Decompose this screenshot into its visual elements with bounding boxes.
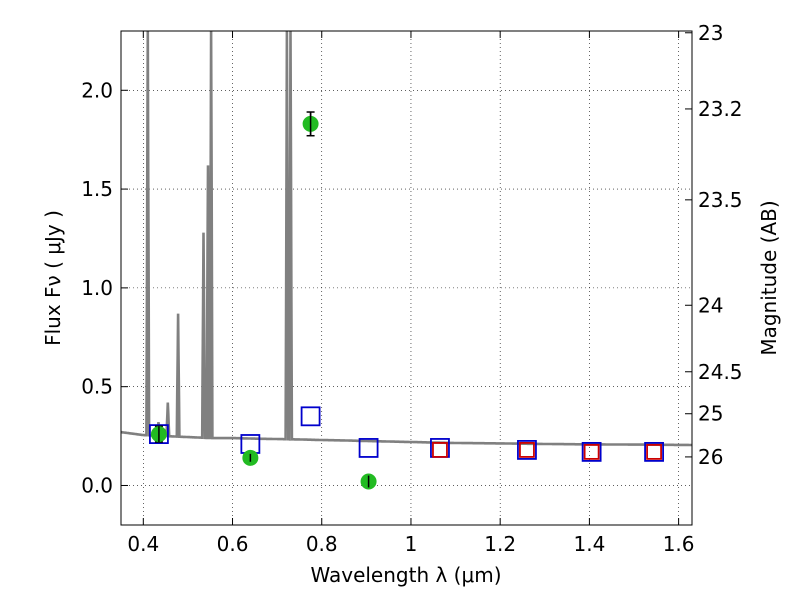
photometry-square <box>646 443 662 460</box>
photometry-square <box>583 443 600 460</box>
model-spectrum-line <box>121 31 692 447</box>
x-tick-label: 0.8 <box>306 532 338 556</box>
y-tick-label: 1.5 <box>81 177 113 201</box>
right-tick-label: 23.2 <box>698 97 743 121</box>
axis-ticks: 0.4 0.6 0.8 1 1.2 1.4 1.6 0.0 0.5 1.0 1.5 2.0 23 23.2… <box>81 21 742 556</box>
x-tick-label: 1 <box>405 532 418 556</box>
right-tick-label: 24 <box>698 293 723 317</box>
right-tick-label: 24.5 <box>698 360 743 384</box>
photometry-square <box>581 441 602 462</box>
x-tick-label: 0.6 <box>217 532 249 556</box>
x-tick-label: 1.2 <box>484 532 516 556</box>
photometry-square <box>149 424 169 445</box>
right-tick-label: 23 <box>698 21 723 45</box>
photometry-square <box>644 441 664 462</box>
photometry-square <box>432 442 448 458</box>
y-tick-label: 2.0 <box>81 78 113 102</box>
y-axis-label: Flux Fν ( μJy ) <box>41 210 65 346</box>
photometry-square <box>517 440 537 460</box>
right-tick-label: 25 <box>698 402 723 426</box>
right-tick-label: 23.5 <box>698 188 743 212</box>
photometry-square <box>358 438 379 458</box>
y-tick-label: 0.0 <box>81 473 113 497</box>
right-tick-label: 26 <box>698 445 723 469</box>
plot-frame <box>120 30 693 526</box>
x-tick-label: 1.4 <box>573 532 605 556</box>
y-tick-label: 0.5 <box>81 375 113 399</box>
plot-area <box>121 31 692 490</box>
y-tick-label: 1.0 <box>81 276 113 300</box>
x-tick-label: 0.4 <box>127 532 159 556</box>
photometry-square <box>519 442 535 458</box>
right-axis-label: Magnitude (AB) <box>757 200 781 355</box>
x-tick-label: 1.6 <box>663 532 695 556</box>
x-axis-label: Wavelength λ (μm) <box>310 563 501 587</box>
photometry-square <box>300 406 321 427</box>
